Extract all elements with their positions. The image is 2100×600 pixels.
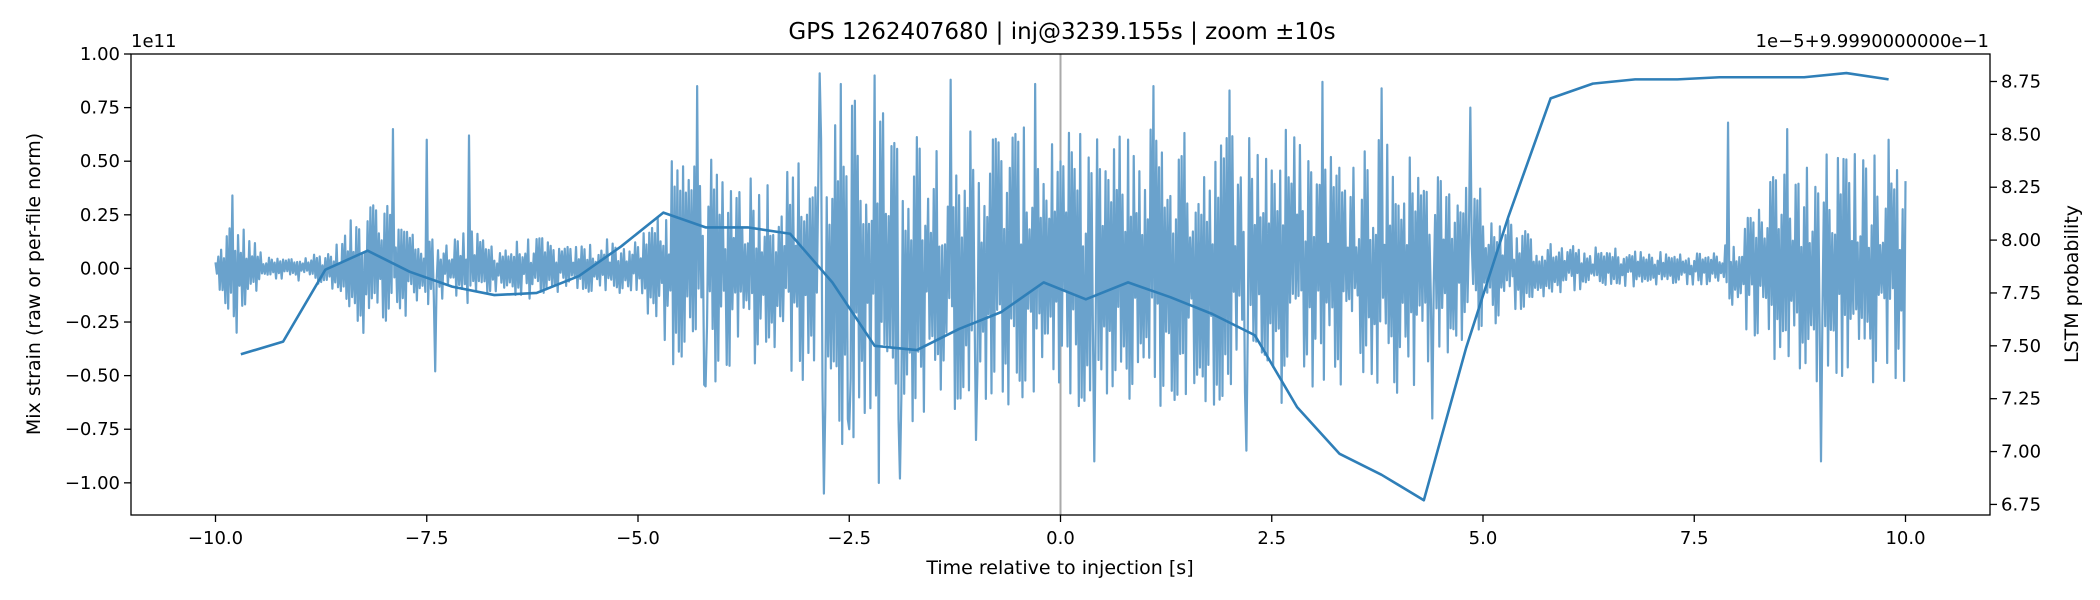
x-axis-label: Time relative to injection [s] bbox=[925, 557, 1193, 579]
left-y-axis-label: Mix strain (raw or per-file norm) bbox=[23, 133, 45, 435]
left-y-tick-label: −0.25 bbox=[65, 312, 120, 333]
chart-title: GPS 1262407680 | inj@3239.155s | zoom ±1… bbox=[788, 19, 1335, 45]
x-tick-label: 2.5 bbox=[1257, 528, 1286, 549]
right-y-tick-label: 8.00 bbox=[2001, 230, 2041, 251]
right-y-tick-label: 8.50 bbox=[2001, 124, 2041, 145]
strain-series-line bbox=[214, 72, 1907, 495]
axes-frame bbox=[130, 53, 1991, 516]
left-y-tick-label: −0.75 bbox=[65, 419, 120, 440]
right-y-tick-label: 8.75 bbox=[2001, 71, 2041, 92]
x-tick-label: 5.0 bbox=[1469, 528, 1498, 549]
right-y-tick-label: 7.00 bbox=[2001, 442, 2041, 463]
x-tick-label: −7.5 bbox=[405, 528, 449, 549]
x-axis-ticks: −10.0 −7.5 −5.0 −2.5 0.0 2.5 5.0 7.5 10.0 bbox=[188, 515, 1926, 549]
x-tick-label: 7.5 bbox=[1680, 528, 1709, 549]
left-y-tick-label: 0.50 bbox=[80, 151, 120, 172]
right-y-tick-label: 8.25 bbox=[2001, 177, 2041, 198]
left-y-tick-label: 1.00 bbox=[80, 44, 120, 65]
right-y-tick-label: 6.75 bbox=[2001, 494, 2041, 515]
right-axis-offset-label: 1e−5+9.9990000000e−1 bbox=[1756, 31, 1989, 52]
x-tick-label: −2.5 bbox=[827, 528, 871, 549]
right-y-tick-label: 7.75 bbox=[2001, 283, 2041, 304]
right-y-tick-label: 7.50 bbox=[2001, 336, 2041, 357]
left-y-tick-label: −1.00 bbox=[65, 473, 120, 494]
left-axis-offset-label: 1e11 bbox=[131, 31, 176, 52]
x-tick-label: −10.0 bbox=[188, 528, 243, 549]
x-tick-label: −5.0 bbox=[616, 528, 660, 549]
left-y-tick-label: −0.50 bbox=[65, 366, 120, 387]
right-y-tick-label: 7.25 bbox=[2001, 389, 2041, 410]
x-tick-label: 0.0 bbox=[1046, 528, 1075, 549]
plot-area bbox=[214, 54, 1907, 515]
left-y-tick-label: 0.75 bbox=[80, 98, 120, 119]
lstm-probability-series-line bbox=[240, 71, 1889, 502]
left-y-tick-label: 0.25 bbox=[80, 205, 120, 226]
left-y-axis-ticks: 1.00 0.75 0.50 0.25 0.00 −0.25 −0.50 −0.75 −1.00 bbox=[65, 44, 131, 494]
x-tick-label: 10.0 bbox=[1885, 528, 1925, 549]
right-y-axis-label: LSTM probability bbox=[2061, 205, 2083, 363]
right-y-axis-ticks: 8.75 8.50 8.25 8.00 7.75 7.50 7.25 7.00 6.75 bbox=[1990, 71, 2041, 515]
left-y-tick-label: 0.00 bbox=[80, 258, 120, 279]
